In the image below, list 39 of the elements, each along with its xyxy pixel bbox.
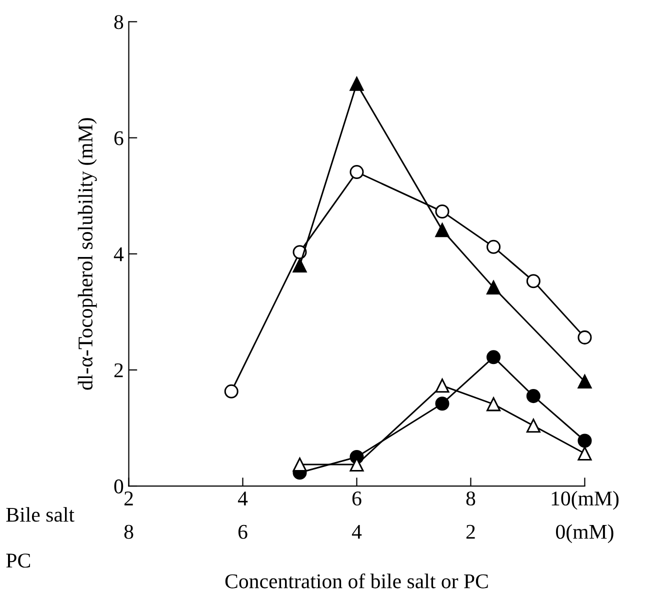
- point: [578, 330, 592, 344]
- y-axis-title: dl-α-Tocopherol solubility (mM): [78, 118, 97, 390]
- point: [350, 165, 364, 180]
- point: [578, 434, 592, 448]
- point: [435, 223, 450, 238]
- point: [526, 274, 540, 288]
- point: [526, 418, 540, 433]
- x-tick-label: 4: [238, 492, 248, 506]
- x-axis-title: Concentration of bile salt or PC: [225, 573, 488, 588]
- y-tick-label: 6: [114, 131, 124, 146]
- x-tick-label: 10(mM): [552, 490, 619, 510]
- point: [224, 384, 238, 398]
- x2-tick-label: 2: [466, 524, 475, 539]
- x2-tick-label: 4: [352, 524, 362, 539]
- text: Bile salt: [6, 507, 74, 522]
- point: [292, 258, 307, 272]
- point: [526, 389, 540, 404]
- x2-tick-label: 0(mM): [556, 524, 614, 544]
- text: PC: [6, 554, 30, 568]
- x-tick-label: 6: [352, 492, 362, 506]
- y-tick-label: 0: [114, 479, 124, 494]
- point: [486, 350, 501, 364]
- point: [578, 446, 592, 461]
- x2-tick-label: 6: [238, 524, 248, 539]
- point: [435, 396, 450, 411]
- x-tick-label: 8: [466, 491, 476, 506]
- point: [350, 76, 364, 91]
- point: [435, 204, 450, 219]
- point: [486, 240, 501, 254]
- y-tick-label: 4: [114, 247, 124, 262]
- point: [435, 378, 450, 393]
- x-tick-label: 2: [124, 492, 133, 506]
- y-tick-label: 2: [114, 363, 123, 378]
- point: [486, 397, 501, 412]
- x2-tick-label: 8: [124, 524, 134, 539]
- point: [292, 458, 307, 472]
- point: [486, 280, 501, 295]
- point: [578, 374, 592, 389]
- y-tick-label: 8: [114, 15, 124, 30]
